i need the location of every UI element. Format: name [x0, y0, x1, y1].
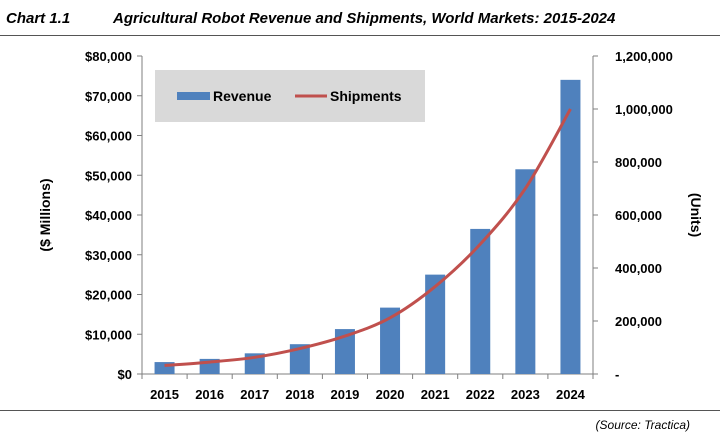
right-axis-tick-label: 800,000	[615, 155, 662, 170]
left-axis-tick-label: $60,000	[85, 129, 132, 144]
x-axis-tick-label: 2021	[421, 387, 450, 402]
right-axis-tick-label: 400,000	[615, 261, 662, 276]
revenue-bar	[470, 228, 491, 374]
right-axis-tick-label: 1,000,000	[615, 102, 673, 117]
revenue-bar	[380, 307, 401, 374]
x-axis-tick-label: 2023	[511, 387, 540, 402]
x-axis-tick-label: 2020	[376, 387, 405, 402]
chart-number: Chart 1.1	[6, 10, 71, 27]
source-note: (Source: Tractica)	[595, 418, 690, 432]
bottom-rule	[0, 410, 720, 411]
revenue-bar	[425, 274, 446, 374]
left-axis-tick-label: $0	[118, 367, 132, 382]
left-axis-tick-label: $10,000	[85, 327, 132, 342]
right-axis-tick-label: 200,000	[615, 314, 662, 329]
left-axis-tick-label: $70,000	[85, 89, 132, 104]
left-axis-tick-label: $80,000	[85, 49, 132, 64]
x-axis-tick-label: 2022	[466, 387, 495, 402]
left-axis-tick-label: $50,000	[85, 168, 132, 183]
right-axis-title: (Units)	[688, 193, 704, 237]
shipments-line	[164, 108, 572, 368]
left-axis-tick-label: $20,000	[85, 288, 132, 303]
chart-header: Chart 1.1 Agricultural Robot Revenue and…	[0, 0, 720, 36]
x-axis-tick-label: 2018	[285, 387, 314, 402]
left-axis-tick-label: $40,000	[85, 208, 132, 223]
legend-revenue-swatch	[177, 92, 210, 100]
top-rule	[0, 35, 720, 36]
left-axis-tick-label: $30,000	[85, 248, 132, 263]
revenue-bar	[154, 362, 175, 374]
right-axis-tick-label: -	[615, 367, 619, 382]
right-axis-tick-label: 600,000	[615, 208, 662, 223]
revenue-bar	[289, 344, 310, 374]
revenue-bar	[515, 169, 536, 374]
x-axis-tick-label: 2017	[240, 387, 269, 402]
chart-title: Agricultural Robot Revenue and Shipments…	[113, 10, 616, 27]
right-axis-tick-label: 1,200,000	[615, 49, 673, 64]
legend-shipments-label: Shipments	[330, 88, 402, 104]
x-axis-tick-label: 2024	[556, 387, 586, 402]
legend-revenue-label: Revenue	[213, 88, 272, 104]
revenue-bar	[560, 79, 581, 374]
x-axis-tick-label: 2019	[330, 387, 359, 402]
x-axis-tick-label: 2016	[195, 387, 224, 402]
revenue-bar	[334, 329, 355, 374]
left-axis-title: ($ Millions)	[37, 178, 53, 251]
x-axis-tick-label: 2015	[150, 387, 179, 402]
chart-canvas: $0 $10,000 $20,000 $30,000 $40,000 $50,000 $60…	[37, 49, 704, 402]
